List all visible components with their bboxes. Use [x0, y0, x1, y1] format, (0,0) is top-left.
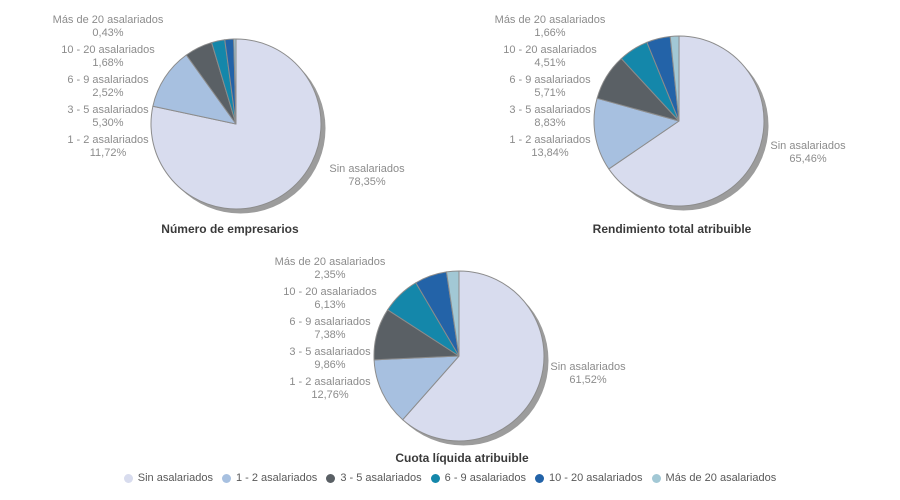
slice-label-name: 1 - 2 asalariados — [289, 376, 371, 388]
slice-label-name: Sin asalariados — [550, 361, 626, 373]
slice-label-name: 6 - 9 asalariados — [289, 316, 371, 328]
pie-chart-cuota-liquida-atribuible: Más de 20 asalariados 2,35% 10 - 20 asalar… — [228, 248, 678, 465]
slice-label-sin-asalariados: Sin asalariados 78,35% — [297, 163, 437, 189]
legend-label: 1 - 2 asalariados — [235, 472, 318, 484]
slice-label-name: Más de 20 asalariados — [274, 256, 386, 268]
legend-label: Más de 20 asalariados — [665, 472, 777, 484]
legend-marker-icon — [534, 473, 544, 483]
slice-label-value: 13,84% — [531, 147, 569, 159]
pie-chart-rendimiento-total-atribuible: Más de 20 asalariados 1,66% 10 - 20 asalar… — [450, 0, 900, 248]
slice-label-name: 3 - 5 asalariados — [289, 346, 371, 358]
slice-label-name: 10 - 20 asalariados — [503, 44, 597, 56]
slice-label-value: 2,52% — [92, 87, 124, 99]
slice-label-name: Más de 20 asalariados — [494, 14, 606, 26]
slice-label: 10 - 20 asalariados 6,13% — [274, 286, 386, 312]
slice-label-value: 1,68% — [92, 57, 124, 69]
legend-marker-icon — [326, 473, 336, 483]
slice-label-value: 61,52% — [569, 374, 607, 386]
pie-slice-sin-asalariados — [402, 270, 545, 442]
slice-label-value: 6,13% — [314, 299, 346, 311]
pie-slice-1-2-asalariados — [593, 97, 680, 170]
legend-item: Sin asalariados — [123, 472, 213, 484]
legend-item: 1 - 2 asalariados — [221, 472, 318, 484]
legend-label: 6 - 9 asalariados — [444, 472, 526, 484]
legend-marker-icon — [123, 473, 133, 483]
pie-chart-numero-de-empresarios: Más de 20 asalariados 0,43% 10 - 20 asalar… — [0, 0, 450, 248]
slice-labels-column: Más de 20 asalariados 2,35% 10 - 20 asalar… — [255, 256, 405, 406]
slice-label-name: 10 - 20 asalariados — [283, 286, 377, 298]
slice-label-value: 5,71% — [534, 87, 566, 99]
legend-label: 3 - 5 asalariados — [340, 472, 422, 484]
legend-marker-icon — [221, 473, 231, 483]
slice-label: 3 - 5 asalariados 8,83% — [494, 104, 606, 130]
legend-item: 6 - 9 asalariados — [430, 472, 526, 484]
slice-label: 6 - 9 asalariados 5,71% — [494, 74, 606, 100]
legend-item: 10 - 20 asalariados — [534, 472, 643, 484]
slice-label-value: 11,72% — [89, 147, 127, 159]
pie-slice-1-2-asalariados — [373, 355, 460, 421]
pie-numero-de-empresarios — [145, 33, 335, 223]
legend: Sin asalariados 1 - 2 asalariados 3 - 5 as… — [0, 472, 900, 484]
slice-label-name: Sin asalariados — [770, 140, 846, 152]
pie-slice-m-s-de-20-asalariados — [669, 35, 680, 122]
slice-label: 10 - 20 asalariados 4,51% — [494, 44, 606, 70]
legend-item: 3 - 5 asalariados — [326, 472, 422, 484]
slice-label-value: 1,66% — [534, 27, 566, 39]
slice-label: Más de 20 asalariados 1,66% — [494, 14, 606, 40]
slice-label: Más de 20 asalariados 0,43% — [52, 14, 164, 40]
slice-label: 6 - 9 asalariados 2,52% — [52, 74, 164, 100]
slice-label: 1 - 2 asalariados 13,84% — [494, 134, 606, 160]
slice-label-name: Sin asalariados — [329, 163, 405, 175]
slice-label-name: 3 - 5 asalariados — [67, 104, 149, 116]
slice-label: 10 - 20 asalariados 1,68% — [52, 44, 164, 70]
pie-slice-sin-asalariados — [608, 35, 765, 207]
chart-title: Número de empresarios — [161, 222, 299, 236]
legend-label: 10 - 20 asalariados — [548, 472, 643, 484]
slice-label-value: 12,76% — [311, 389, 349, 401]
slice-label: 6 - 9 asalariados 7,38% — [274, 316, 386, 342]
slice-label-value: 0,43% — [92, 27, 124, 39]
chart-title: Cuota líquida atribuible — [395, 451, 529, 465]
slice-label: Más de 20 asalariados 2,35% — [274, 256, 386, 282]
pie-rendimiento-total-atribuible — [588, 30, 778, 220]
legend-label: Sin asalariados — [137, 472, 213, 484]
slice-label-value: 5,30% — [92, 117, 124, 129]
slice-label-value: 9,86% — [314, 359, 346, 371]
slice-label: 3 - 5 asalariados 5,30% — [52, 104, 164, 130]
slice-label-name: 10 - 20 asalariados — [61, 44, 155, 56]
slice-labels-column: Más de 20 asalariados 1,66% 10 - 20 asalar… — [475, 14, 625, 164]
slice-label: 1 - 2 asalariados 12,76% — [274, 376, 386, 402]
pie-svg — [593, 35, 769, 211]
slice-label-name: 6 - 9 asalariados — [509, 74, 591, 86]
legend-marker-icon — [430, 473, 440, 483]
slice-label: 1 - 2 asalariados 11,72% — [52, 134, 164, 160]
slice-label-value: 4,51% — [534, 57, 566, 69]
slice-label-value: 2,35% — [314, 269, 346, 281]
slice-label-name: 3 - 5 asalariados — [509, 104, 591, 116]
pie-slice-1-2-asalariados — [152, 54, 237, 125]
slice-labels-column: Más de 20 asalariados 0,43% 10 - 20 asalar… — [33, 14, 183, 164]
legend-item: Más de 20 asalariados — [651, 472, 777, 484]
legend-marker-icon — [651, 473, 661, 483]
pie-slice-m-s-de-20-asalariados — [445, 270, 460, 357]
slice-label-name: 1 - 2 asalariados — [67, 134, 149, 146]
slice-label-name: Más de 20 asalariados — [52, 14, 164, 26]
slice-label: 3 - 5 asalariados 9,86% — [274, 346, 386, 372]
pie-slice-m-s-de-20-asalariados — [233, 38, 237, 125]
slice-label-value: 65,46% — [789, 153, 827, 165]
slice-label-sin-asalariados: Sin asalariados 61,52% — [518, 361, 658, 387]
slice-label-name: 6 - 9 asalariados — [67, 74, 149, 86]
slice-label-sin-asalariados: Sin asalariados 65,46% — [738, 140, 878, 166]
slice-label-value: 7,38% — [314, 329, 346, 341]
slice-label-name: 1 - 2 asalariados — [509, 134, 591, 146]
slice-label-value: 78,35% — [348, 176, 386, 188]
pie-svg — [150, 38, 326, 214]
pie-svg — [373, 270, 549, 446]
slice-label-value: 8,83% — [534, 117, 566, 129]
chart-title: Rendimiento total atribuible — [592, 222, 752, 236]
pie-cuota-liquida-atribuible — [368, 265, 558, 455]
